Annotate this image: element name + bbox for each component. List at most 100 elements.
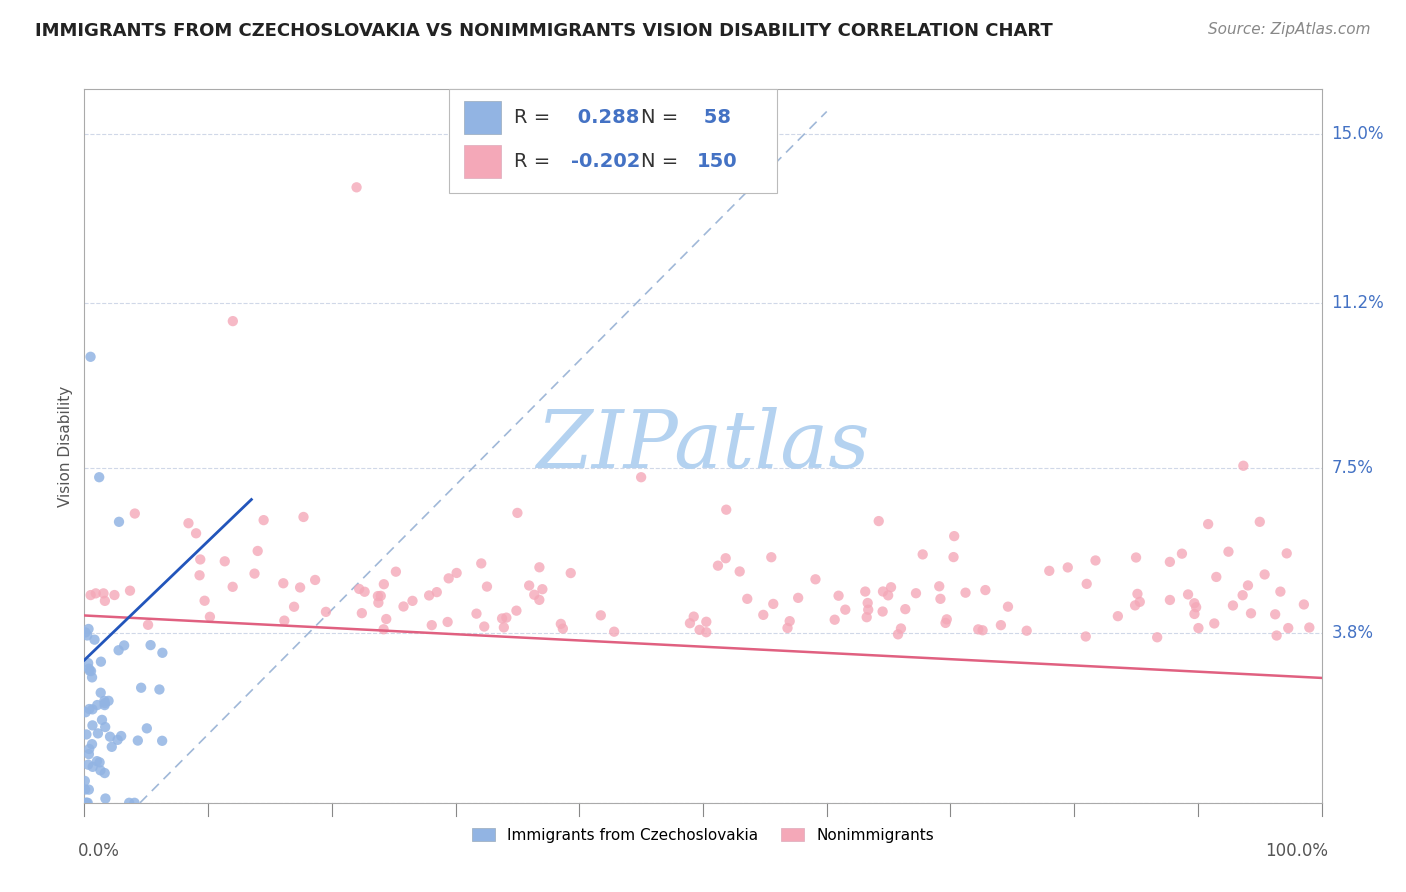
Point	[82, 718, 104, 732]
Point	[367, 596, 389, 610]
Point	[373, 577, 395, 591]
Point	[707, 558, 730, 573]
Text: N =: N =	[641, 152, 685, 170]
Point	[492, 620, 515, 634]
Point	[76, 628, 98, 642]
Y-axis label: Vision Disability: Vision Disability	[58, 385, 73, 507]
Point	[1076, 577, 1098, 591]
Point	[776, 621, 799, 635]
Point	[89, 756, 111, 770]
Point	[118, 796, 141, 810]
Point	[470, 557, 492, 571]
Point	[491, 611, 513, 625]
Point	[714, 551, 737, 566]
Point	[787, 591, 810, 605]
Point	[127, 733, 149, 747]
Point	[437, 571, 460, 585]
Point	[603, 624, 626, 639]
Point	[73, 773, 96, 788]
Point	[418, 589, 440, 603]
Point	[86, 754, 108, 768]
Point	[589, 608, 612, 623]
Text: -0.202: -0.202	[571, 152, 640, 170]
Point	[911, 548, 934, 562]
Point	[107, 643, 129, 657]
Point	[1171, 547, 1194, 561]
Point	[82, 760, 104, 774]
Point	[367, 589, 389, 603]
Point	[77, 782, 100, 797]
Point	[283, 599, 305, 614]
Point	[531, 582, 554, 597]
Point	[77, 662, 100, 676]
Point	[880, 580, 903, 594]
Legend: Immigrants from Czechoslovakia, Nonimmigrants: Immigrants from Czechoslovakia, Nonimmig…	[465, 822, 941, 848]
Point	[108, 515, 131, 529]
Point	[1129, 595, 1152, 609]
Point	[1074, 630, 1097, 644]
Point	[824, 613, 846, 627]
Point	[1222, 599, 1244, 613]
Point	[75, 625, 97, 640]
Point	[472, 619, 495, 633]
Point	[77, 742, 100, 756]
Point	[98, 730, 121, 744]
Point	[1038, 564, 1060, 578]
Point	[86, 698, 108, 712]
Point	[76, 796, 98, 810]
FancyBboxPatch shape	[464, 101, 502, 134]
Point	[446, 566, 468, 580]
Point	[214, 554, 236, 568]
Point	[1204, 616, 1226, 631]
Text: 0.0%: 0.0%	[79, 842, 120, 860]
Point	[1107, 609, 1129, 624]
Point	[80, 737, 103, 751]
Point	[135, 722, 157, 736]
Point	[1292, 598, 1315, 612]
Point	[80, 670, 103, 684]
Point	[877, 588, 900, 602]
Point	[347, 582, 370, 596]
Point	[728, 565, 751, 579]
Point	[682, 609, 704, 624]
Point	[1264, 607, 1286, 622]
Point	[150, 646, 173, 660]
Point	[75, 782, 97, 797]
Point	[942, 550, 965, 565]
Point	[139, 638, 162, 652]
Point	[929, 591, 952, 606]
Point	[222, 314, 245, 328]
Point	[928, 579, 950, 593]
Point	[679, 616, 702, 631]
Point	[529, 560, 551, 574]
Point	[392, 599, 415, 614]
Point	[110, 729, 132, 743]
Point	[495, 610, 517, 624]
Point	[752, 607, 775, 622]
Point	[103, 588, 125, 602]
Point	[107, 732, 129, 747]
Point	[304, 573, 326, 587]
Point	[716, 502, 738, 516]
Point	[90, 655, 112, 669]
Point	[1184, 607, 1206, 621]
Point	[551, 622, 574, 636]
Point	[89, 764, 111, 778]
Point	[735, 591, 758, 606]
Text: 3.8%: 3.8%	[1331, 624, 1374, 642]
Point	[93, 694, 115, 708]
Point	[79, 588, 101, 602]
Point	[101, 739, 124, 754]
Point	[943, 529, 966, 543]
Point	[990, 618, 1012, 632]
Point	[243, 566, 266, 581]
Point	[124, 796, 146, 810]
Point	[288, 581, 311, 595]
Point	[1232, 458, 1254, 473]
Point	[1277, 621, 1299, 635]
Point	[868, 514, 890, 528]
Text: IMMIGRANTS FROM CZECHOSLOVAKIA VS NONIMMIGRANTS VISION DISABILITY CORRELATION CH: IMMIGRANTS FROM CZECHOSLOVAKIA VS NONIMM…	[35, 22, 1053, 40]
Point	[872, 584, 894, 599]
Text: 150: 150	[697, 152, 737, 170]
Point	[887, 627, 910, 641]
